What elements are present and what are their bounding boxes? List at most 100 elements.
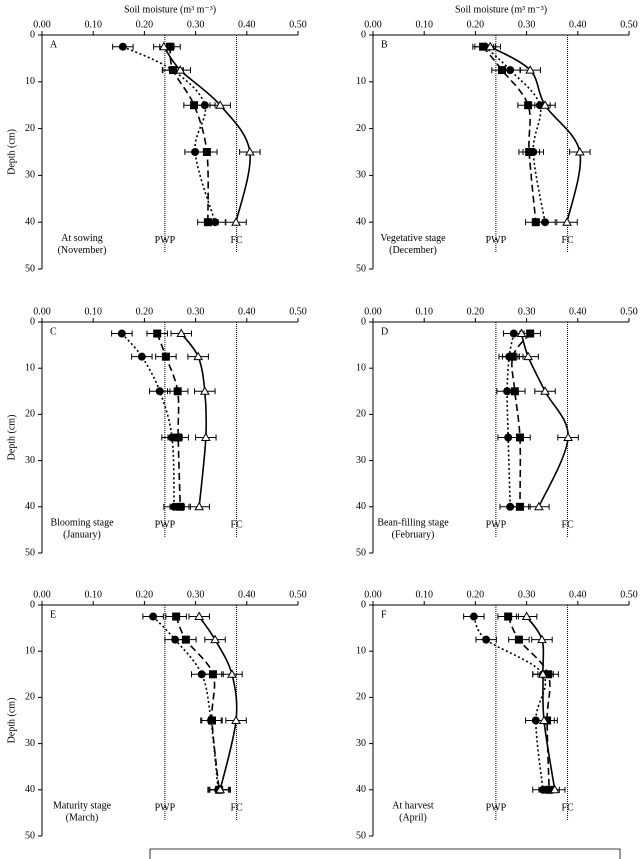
marker	[199, 386, 210, 395]
marker	[231, 217, 241, 226]
marker	[485, 41, 496, 51]
marker	[181, 635, 190, 644]
y-tick-label: 10	[25, 76, 35, 87]
y-tick-label: 20	[356, 409, 366, 420]
marker	[207, 716, 216, 725]
x-tick-label: 0.20	[467, 589, 485, 600]
marker	[215, 784, 226, 794]
reference-label: FC	[561, 520, 574, 531]
series-line	[511, 333, 531, 507]
marker	[117, 329, 126, 338]
reference-label: FC	[561, 235, 574, 246]
x-axis-title: Soil moisture (m³ m⁻³)	[124, 4, 216, 15]
marker	[523, 351, 533, 361]
stage-annotation: Maturity stage	[53, 800, 112, 811]
y-tick-label: 0	[30, 29, 35, 40]
x-tick-label: 0.00	[364, 306, 382, 317]
x-tick-label: 0.40	[238, 589, 256, 600]
marker	[176, 328, 187, 338]
y-tick-label: 40	[356, 216, 366, 227]
y-tick-label: 40	[25, 216, 35, 227]
marker	[516, 328, 527, 338]
reference-label: PWP	[486, 803, 507, 814]
y-tick-label: 50	[356, 830, 366, 841]
marker	[245, 146, 255, 156]
x-tick-label: 0.10	[415, 589, 433, 600]
marker	[227, 669, 237, 678]
marker	[469, 612, 478, 621]
y-tick-label: 30	[25, 170, 35, 181]
y-tick-label: 10	[356, 76, 366, 87]
y-tick-label: 10	[25, 645, 35, 656]
x-tick-label: 0.50	[289, 589, 307, 600]
y-tick-label: 40	[356, 501, 366, 512]
x-tick-label: 0.00	[33, 19, 51, 30]
y-tick-label: 50	[356, 263, 366, 274]
x-tick-label: 0.20	[467, 19, 485, 30]
marker	[531, 218, 540, 227]
marker	[153, 329, 162, 338]
y-tick-label: 50	[25, 830, 35, 841]
x-tick-label: 0.20	[136, 19, 154, 30]
reference-label: FC	[561, 803, 574, 814]
stage-annotation: (January)	[63, 529, 101, 540]
marker	[174, 433, 183, 442]
reference-label: FC	[230, 803, 243, 814]
marker	[173, 387, 182, 396]
y-tick-label: 20	[25, 409, 35, 420]
marker	[514, 635, 523, 644]
marker	[574, 146, 585, 156]
marker	[176, 502, 185, 511]
y-tick-label: 10	[25, 362, 35, 373]
x-tick-label: 0.40	[238, 19, 256, 30]
marker	[498, 66, 507, 75]
y-tick-label: 30	[356, 170, 366, 181]
marker	[525, 148, 534, 156]
marker	[210, 634, 220, 644]
marker	[161, 352, 170, 361]
y-axis-title: Depth (cm)	[6, 415, 17, 461]
x-tick-label: 0.30	[518, 19, 536, 30]
x-tick-label: 0.10	[415, 19, 433, 30]
stage-annotation: At harvest	[392, 800, 434, 811]
stage-annotation: Vegetative stage	[380, 233, 446, 244]
stage-annotation: Bean-filling stage	[377, 517, 449, 528]
reference-label: FC	[230, 235, 243, 246]
legend-box	[149, 848, 621, 859]
marker	[215, 100, 226, 109]
y-tick-label: 0	[30, 316, 35, 327]
stage-annotation: At sowing	[61, 233, 102, 244]
panel-label: B	[381, 39, 388, 50]
series-line	[122, 45, 216, 223]
y-axis-title: Depth (cm)	[6, 698, 17, 744]
reference-label: FC	[230, 520, 243, 531]
marker	[155, 387, 164, 396]
x-tick-label: 0.20	[136, 589, 154, 600]
x-tick-label: 0.30	[518, 589, 536, 600]
reference-label: PWP	[155, 803, 176, 814]
marker	[510, 387, 519, 396]
reference-label: PWP	[486, 520, 507, 531]
y-tick-label: 50	[25, 263, 35, 274]
marker	[202, 148, 211, 156]
x-tick-label: 0.50	[620, 589, 638, 600]
marker	[537, 634, 547, 644]
stage-annotation: (November)	[58, 245, 107, 256]
x-tick-label: 0.40	[569, 19, 587, 30]
x-tick-label: 0.40	[238, 306, 256, 317]
x-tick-label: 0.00	[33, 306, 51, 317]
marker	[534, 501, 544, 511]
marker	[203, 218, 212, 227]
panel-label: D	[381, 326, 388, 337]
y-tick-label: 30	[356, 738, 366, 749]
stage-annotation: (December)	[389, 245, 437, 256]
marker	[539, 715, 549, 724]
y-tick-label: 20	[356, 692, 366, 703]
y-tick-label: 10	[356, 362, 366, 373]
marker	[118, 42, 127, 51]
x-tick-label: 0.50	[620, 306, 638, 317]
marker	[190, 101, 199, 110]
y-tick-label: 10	[356, 645, 366, 656]
y-tick-label: 20	[25, 123, 35, 134]
